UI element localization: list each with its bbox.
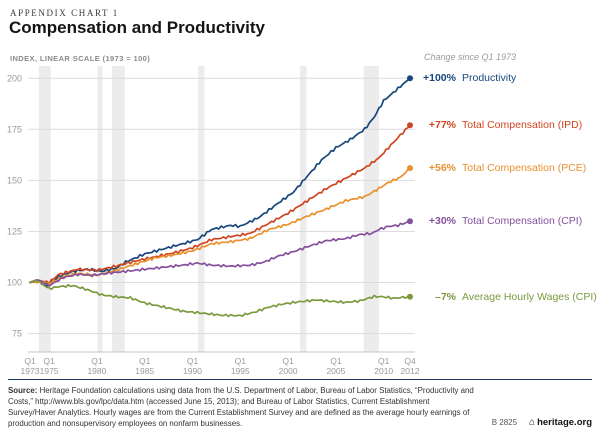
change-annotation: Change since Q1 1973 bbox=[424, 52, 517, 62]
series-line-average-hourly-wages-cpi bbox=[29, 279, 411, 318]
x-tick-label: Q1 bbox=[187, 356, 199, 366]
source-note: Source: Heritage Foundation calculations… bbox=[8, 385, 476, 429]
x-tick-label: Q1 bbox=[139, 356, 151, 366]
series-end-dot-productivity bbox=[407, 75, 413, 82]
x-tick-label: 1975 bbox=[40, 366, 59, 376]
footer-brand: B 2825 ⌂ heritage.org bbox=[492, 417, 592, 429]
x-tick-label: 1980 bbox=[87, 366, 106, 376]
chart-footer: Source: Heritage Foundation calculations… bbox=[8, 379, 592, 429]
series-line-productivity bbox=[29, 77, 411, 288]
recession-band bbox=[97, 66, 103, 352]
x-tick-label: Q1 bbox=[330, 356, 342, 366]
x-tick-label: 1990 bbox=[183, 366, 202, 376]
heritage-link[interactable]: ⌂ heritage.org bbox=[529, 417, 592, 428]
heritage-link-label: heritage.org bbox=[537, 417, 592, 429]
y-tick-label: 100 bbox=[7, 278, 22, 288]
recession-band bbox=[363, 66, 379, 352]
y-tick-label: 125 bbox=[7, 227, 22, 237]
x-tick-label: 2005 bbox=[326, 366, 345, 376]
series-end-dot-average-hourly-wages-cpi bbox=[407, 293, 413, 300]
series-end-dot-total-compensation-cpi bbox=[407, 218, 413, 225]
x-tick-label: 2010 bbox=[374, 366, 393, 376]
series-line-total-compensation-ipd bbox=[29, 124, 411, 285]
x-tick-label: Q1 bbox=[235, 356, 247, 366]
page-title: Compensation and Productivity bbox=[9, 18, 265, 37]
x-tick-label: 1973 bbox=[21, 366, 40, 376]
y-axis-title: INDEX, LINEAR SCALE (1973 = 100) bbox=[10, 54, 151, 63]
x-tick-label: Q4 bbox=[404, 356, 416, 366]
source-text: Heritage Foundation calculations using d… bbox=[8, 386, 474, 429]
recession-band bbox=[112, 66, 125, 352]
y-tick-label: 200 bbox=[7, 73, 22, 83]
x-tick-label: 2000 bbox=[279, 366, 298, 376]
recession-band bbox=[198, 66, 205, 352]
house-icon: ⌂ bbox=[529, 417, 536, 429]
y-tick-label: 75 bbox=[12, 329, 22, 339]
x-tick-label: Q1 bbox=[91, 356, 103, 366]
footer-divider bbox=[8, 379, 592, 380]
x-tick-label: Q1 bbox=[282, 356, 294, 366]
source-label: Source: bbox=[8, 386, 38, 395]
recession-band bbox=[38, 66, 51, 352]
x-tick-label: Q1 bbox=[24, 356, 36, 366]
series-line-total-compensation-cpi bbox=[29, 220, 411, 287]
x-tick-label: Q1 bbox=[43, 356, 55, 366]
series-end-dot-total-compensation-pce bbox=[407, 165, 413, 172]
x-tick-label: 1995 bbox=[231, 366, 250, 376]
chart-id: B 2825 bbox=[491, 418, 518, 428]
y-tick-label: 150 bbox=[7, 175, 22, 185]
y-tick-label: 175 bbox=[7, 124, 22, 134]
chart-kicker: APPENDIX CHART 1 bbox=[10, 8, 119, 18]
x-tick-label: 1985 bbox=[135, 366, 154, 376]
series-end-dot-total-compensation-ipd bbox=[407, 122, 413, 129]
x-tick-label: 2012 bbox=[401, 366, 420, 376]
recession-band bbox=[300, 66, 307, 352]
x-tick-label: Q1 bbox=[378, 356, 390, 366]
